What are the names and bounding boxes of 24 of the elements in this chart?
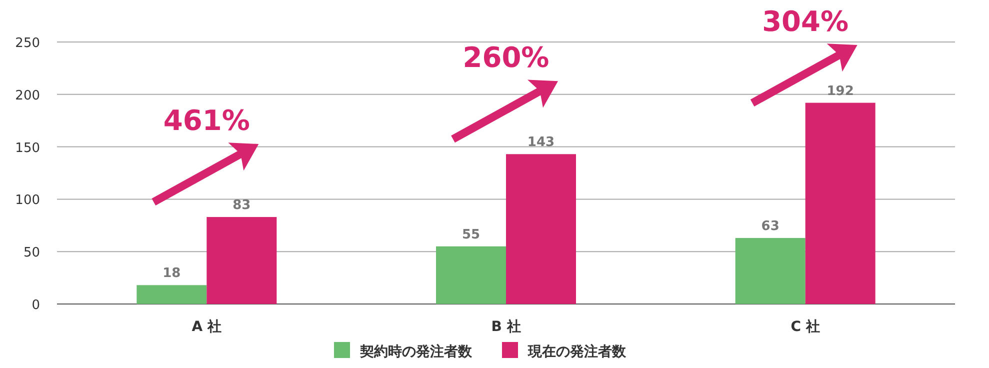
x-tick-label: C 社 [790,319,820,335]
bar [436,246,506,304]
annotation: 260% [462,41,550,74]
data-label: 18 [162,266,181,282]
y-tick-label: 200 [15,88,40,104]
legend-label: 現在の発注者数 [527,343,627,360]
x-tick-label: A 社 [192,319,222,335]
y-tick-label: 0 [32,298,40,313]
annotation: 461% [163,104,250,138]
bar [506,154,576,304]
y-tick-label: 50 [23,246,40,261]
bar [136,285,207,304]
y-tick-label: 100 [15,193,40,208]
bar [206,217,277,304]
y-tick-label: 250 [15,36,40,51]
y-tick-label: 150 [15,140,40,156]
bar [735,238,806,304]
data-label: 63 [761,218,780,234]
data-label: 55 [462,227,480,242]
data-label: 143 [527,135,555,150]
legend-label: 契約時の発注者数 [359,343,473,360]
x-tick-label: B 社 [491,319,521,335]
data-label: 83 [232,198,251,214]
text: 304% [762,5,849,38]
